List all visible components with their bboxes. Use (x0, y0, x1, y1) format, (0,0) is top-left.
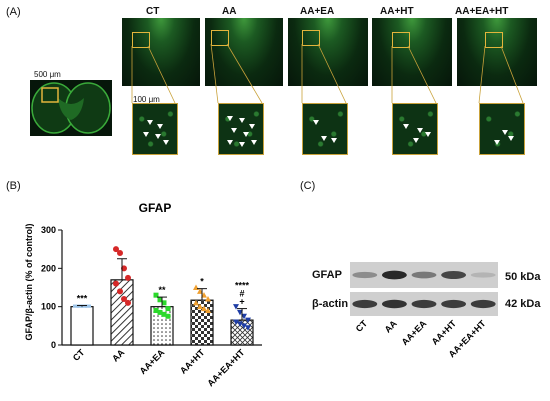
point-2-3 (165, 306, 171, 312)
chart-significance: ****** ****#+ (77, 277, 250, 307)
zoom-scale-bar-label: 100 μm (133, 95, 160, 104)
band-1-4 (470, 299, 496, 309)
group-header-aa-ea: AA+EA (300, 6, 335, 17)
point-1-3 (125, 274, 131, 281)
point-0-4 (73, 304, 79, 308)
panel-label-b: (B) (6, 180, 21, 192)
x-label-1: AA (110, 347, 127, 364)
point-4-4 (233, 319, 239, 325)
gfap-bar-chart: GFAP GFAP/β-actin (% of control) 0 100 200… (24, 201, 262, 388)
significance-3-0: * (200, 277, 204, 287)
point-1-5 (117, 288, 123, 295)
band-1-1 (381, 299, 407, 309)
point-2-0 (153, 292, 159, 298)
point-3-5 (197, 303, 203, 310)
panel-label-a: (A) (6, 6, 21, 18)
point-2-2 (161, 300, 167, 306)
x-label-3: AA+HT (178, 347, 207, 376)
bar-3 (190, 299, 214, 346)
micrograph-ct (122, 18, 200, 86)
significance-4-1: # (239, 289, 244, 299)
spinal-cord-overview-svg (30, 80, 112, 136)
band-0-1 (381, 270, 407, 280)
point-4-6 (241, 323, 247, 329)
y-tick-label-1: 100 (41, 302, 56, 312)
overview-section-image (30, 80, 112, 136)
point-1-0 (113, 246, 119, 253)
band-kda-gfap: 50 kDa (505, 271, 541, 283)
micrograph-aa (205, 18, 283, 86)
point-1-4 (113, 280, 119, 287)
group-header-aa: AA (222, 6, 237, 17)
lane-label-2: AA+EA (400, 318, 429, 347)
y-tick-label-0: 0 (51, 340, 56, 350)
point-3-0 (193, 284, 199, 290)
band-0-0 (352, 271, 378, 279)
significance-4-0: **** (235, 281, 250, 291)
micrograph-aa-ht (372, 18, 452, 86)
x-label-2: AA+EA (138, 347, 167, 376)
micrograph-aa-ea-ht (457, 18, 537, 86)
group-header-aa-ht: AA+HT (380, 6, 414, 17)
y-tick-label-3: 300 (41, 225, 56, 235)
point-3-3 (205, 296, 211, 302)
point-2-6 (161, 311, 167, 317)
band-1-3 (441, 299, 467, 309)
lane-label-1: AA (383, 318, 400, 335)
point-3-7 (205, 307, 211, 313)
lane-label-0: CT (354, 318, 370, 334)
zoom-aa-ea-ht (479, 103, 525, 155)
group-header-aa-ea-ht: AA+EA+HT (455, 6, 509, 17)
band-kda-beta-actin: 42 kDa (505, 298, 541, 310)
point-4-3 (245, 317, 251, 324)
zoom-ct (132, 103, 178, 155)
bar-0 (70, 306, 94, 346)
chart-title: GFAP (139, 201, 172, 215)
chart-ylabel: GFAP/β-actin (% of control) (24, 224, 34, 341)
band-1-0 (352, 299, 378, 309)
point-1-1 (117, 250, 123, 256)
point-0-6 (81, 304, 87, 308)
significance-4-2: + (239, 297, 244, 307)
point-2-4 (153, 308, 159, 313)
micrograph-aa-ea (288, 18, 368, 86)
band-0-3 (441, 271, 467, 279)
significance-0-0: *** (77, 294, 88, 304)
point-0-5 (77, 304, 83, 308)
overview-scale-bar-label: 500 μm (34, 70, 61, 79)
point-2-5 (157, 309, 163, 315)
point-2-7 (165, 313, 171, 319)
band-0-4 (470, 272, 496, 278)
point-4-7 (245, 325, 251, 331)
point-2-1 (157, 297, 163, 303)
lane-label-3: AA+HT (430, 318, 459, 347)
band-label-beta-actin: β-actin (312, 298, 349, 310)
band-1-2 (411, 299, 437, 309)
band-label-gfap: GFAP (312, 269, 342, 281)
chart-error-bars (77, 258, 247, 321)
significance-2-0: ** (158, 285, 166, 295)
bar-1 (110, 279, 134, 346)
panel-label-c: (C) (300, 180, 316, 192)
chart-points (73, 246, 251, 331)
group-header-ct: CT (146, 6, 160, 17)
y-tick-label-2: 200 (41, 263, 56, 273)
point-1-6 (121, 296, 127, 302)
x-label-4: AA+EA+HT (205, 347, 246, 388)
point-4-0 (233, 304, 239, 310)
band-0-2 (411, 271, 437, 279)
zoom-connectors (131, 43, 524, 104)
zoom-aa-ea (302, 103, 348, 155)
zoom-aa (218, 103, 264, 155)
point-3-4 (193, 299, 199, 306)
point-3-6 (201, 305, 207, 312)
zoom-aa-ht (392, 103, 438, 155)
point-0-7 (85, 304, 91, 308)
point-1-7 (125, 299, 131, 306)
point-4-5 (237, 321, 243, 327)
x-label-0: CT (71, 347, 87, 363)
